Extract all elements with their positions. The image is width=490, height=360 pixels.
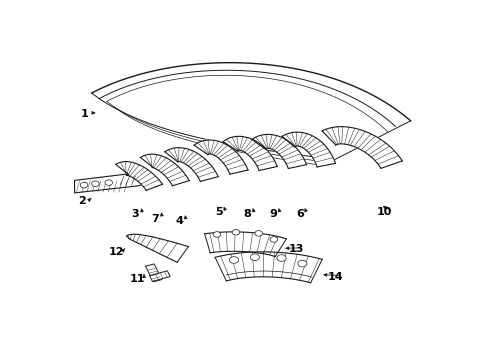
Circle shape	[229, 257, 239, 263]
Text: 14: 14	[328, 271, 343, 282]
Text: 13: 13	[289, 244, 304, 254]
Polygon shape	[116, 162, 162, 190]
Polygon shape	[126, 234, 189, 262]
Text: 6: 6	[296, 209, 304, 219]
Text: 1: 1	[81, 109, 89, 119]
Circle shape	[298, 260, 307, 267]
Polygon shape	[194, 140, 248, 174]
Text: 4: 4	[175, 216, 183, 226]
Text: 9: 9	[269, 209, 277, 219]
Circle shape	[92, 181, 99, 186]
Polygon shape	[215, 252, 322, 283]
Text: 12: 12	[109, 247, 124, 257]
Circle shape	[255, 231, 263, 236]
Circle shape	[250, 254, 260, 261]
Text: 5: 5	[215, 207, 222, 217]
Circle shape	[105, 180, 113, 185]
Text: 2: 2	[78, 196, 86, 206]
Circle shape	[270, 237, 278, 242]
Circle shape	[213, 232, 220, 237]
Polygon shape	[141, 154, 189, 186]
Polygon shape	[205, 232, 286, 257]
Circle shape	[277, 255, 286, 261]
Text: 10: 10	[377, 207, 392, 217]
Text: 7: 7	[151, 214, 159, 224]
Text: 8: 8	[244, 209, 251, 219]
Circle shape	[80, 183, 88, 188]
Polygon shape	[322, 127, 402, 168]
Polygon shape	[223, 136, 277, 171]
Polygon shape	[282, 132, 336, 167]
Polygon shape	[252, 134, 307, 168]
Text: 3: 3	[131, 209, 139, 219]
Text: 11: 11	[129, 274, 145, 284]
FancyBboxPatch shape	[149, 271, 170, 281]
Polygon shape	[74, 174, 143, 193]
Polygon shape	[165, 148, 218, 181]
Circle shape	[232, 229, 240, 235]
FancyBboxPatch shape	[146, 264, 162, 282]
